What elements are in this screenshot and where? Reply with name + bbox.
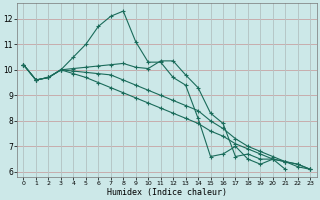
X-axis label: Humidex (Indice chaleur): Humidex (Indice chaleur) [107, 188, 227, 197]
